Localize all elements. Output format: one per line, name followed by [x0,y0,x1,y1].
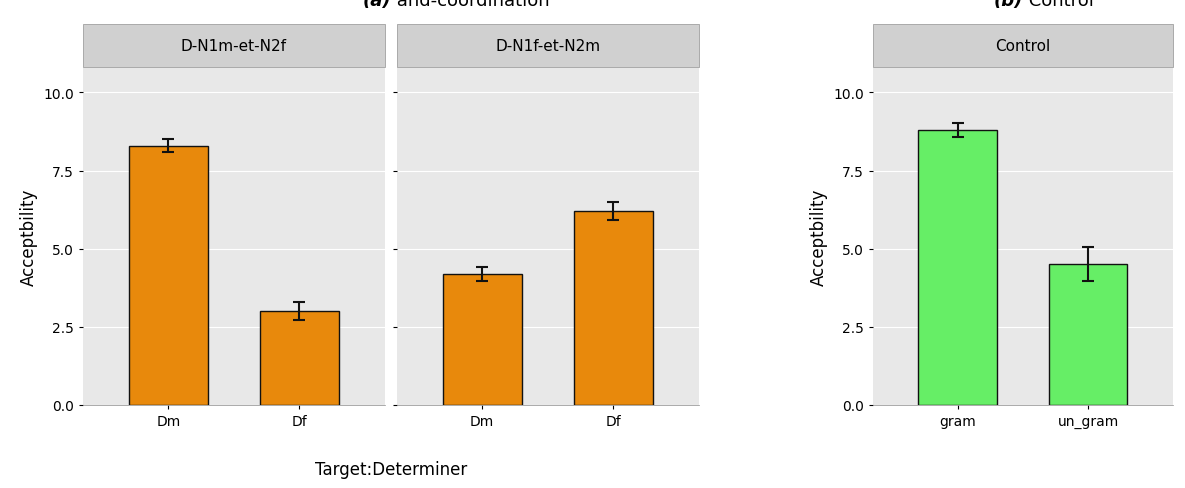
Y-axis label: Acceptbility: Acceptbility [20,188,38,285]
Text: (a): (a) [363,0,391,10]
Bar [918,131,997,405]
Bar [443,274,521,405]
Bar [1049,264,1127,405]
Bar [261,311,339,405]
Bar [574,212,653,405]
Text: and-coordination: and-coordination [391,0,550,10]
Text: D-N1m-et-N2f: D-N1m-et-N2f [181,39,287,54]
Text: Control: Control [995,39,1051,54]
Bar [129,146,207,405]
Text: (b): (b) [993,0,1023,10]
Text: Target:Determiner: Target:Determiner [315,460,467,478]
Text: Control: Control [1023,0,1094,10]
Y-axis label: Acceptbility: Acceptbility [809,188,827,285]
Text: D-N1f-et-N2m: D-N1f-et-N2m [495,39,601,54]
